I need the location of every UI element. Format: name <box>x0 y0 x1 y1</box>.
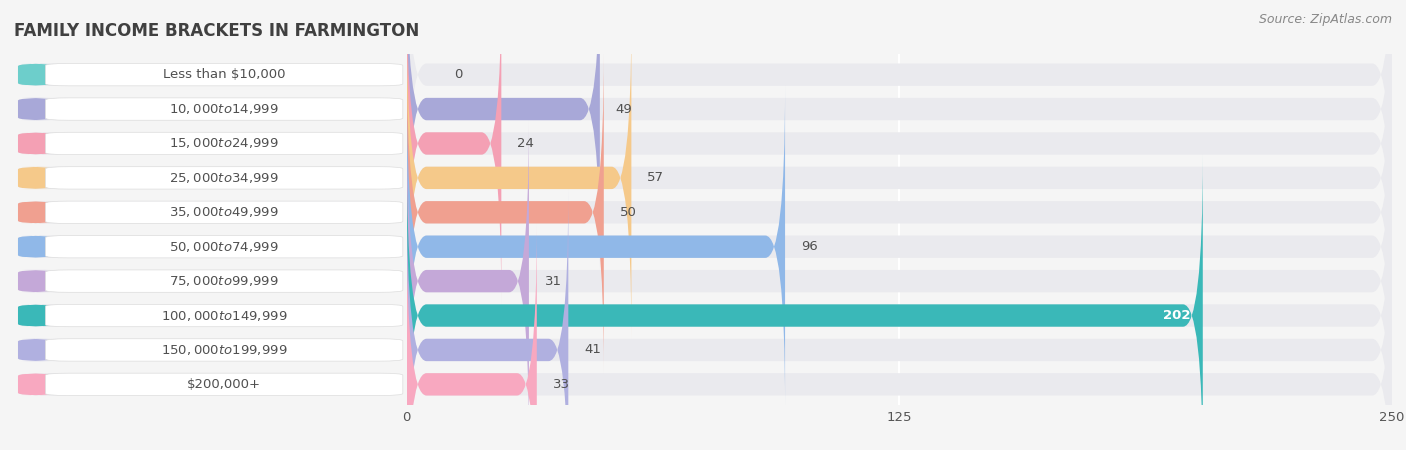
Text: 24: 24 <box>517 137 534 150</box>
FancyBboxPatch shape <box>18 270 404 292</box>
Text: Less than $10,000: Less than $10,000 <box>163 68 285 81</box>
FancyBboxPatch shape <box>18 166 53 189</box>
FancyBboxPatch shape <box>18 201 53 224</box>
FancyBboxPatch shape <box>406 0 1392 304</box>
Text: $35,000 to $49,999: $35,000 to $49,999 <box>169 205 278 219</box>
Text: $150,000 to $199,999: $150,000 to $199,999 <box>160 343 287 357</box>
Text: $50,000 to $74,999: $50,000 to $74,999 <box>169 240 278 254</box>
FancyBboxPatch shape <box>18 98 404 120</box>
FancyBboxPatch shape <box>18 304 404 327</box>
FancyBboxPatch shape <box>18 304 53 327</box>
FancyBboxPatch shape <box>18 235 53 258</box>
FancyBboxPatch shape <box>406 189 1392 450</box>
FancyBboxPatch shape <box>406 86 1392 408</box>
FancyBboxPatch shape <box>406 120 1392 442</box>
FancyBboxPatch shape <box>406 155 1202 450</box>
Text: 202: 202 <box>1163 309 1191 322</box>
FancyBboxPatch shape <box>45 166 404 189</box>
FancyBboxPatch shape <box>18 201 404 224</box>
FancyBboxPatch shape <box>18 166 404 189</box>
Text: 50: 50 <box>620 206 637 219</box>
FancyBboxPatch shape <box>18 63 404 86</box>
Text: 0: 0 <box>454 68 463 81</box>
FancyBboxPatch shape <box>18 373 53 396</box>
FancyBboxPatch shape <box>45 235 404 258</box>
FancyBboxPatch shape <box>45 63 404 86</box>
FancyBboxPatch shape <box>406 51 603 373</box>
FancyBboxPatch shape <box>18 339 53 361</box>
FancyBboxPatch shape <box>406 155 1392 450</box>
FancyBboxPatch shape <box>18 373 404 396</box>
Text: 33: 33 <box>553 378 569 391</box>
FancyBboxPatch shape <box>45 304 404 327</box>
Text: Source: ZipAtlas.com: Source: ZipAtlas.com <box>1258 14 1392 27</box>
FancyBboxPatch shape <box>406 0 1392 235</box>
Text: 31: 31 <box>544 274 561 288</box>
FancyBboxPatch shape <box>45 98 404 120</box>
FancyBboxPatch shape <box>18 63 53 86</box>
FancyBboxPatch shape <box>406 0 1392 270</box>
Text: $75,000 to $99,999: $75,000 to $99,999 <box>169 274 278 288</box>
FancyBboxPatch shape <box>406 51 1392 373</box>
FancyBboxPatch shape <box>45 339 404 361</box>
FancyBboxPatch shape <box>45 270 404 292</box>
FancyBboxPatch shape <box>45 373 404 396</box>
Text: 49: 49 <box>616 103 633 116</box>
Text: FAMILY INCOME BRACKETS IN FARMINGTON: FAMILY INCOME BRACKETS IN FARMINGTON <box>14 22 419 40</box>
FancyBboxPatch shape <box>406 0 600 270</box>
Text: $25,000 to $34,999: $25,000 to $34,999 <box>169 171 278 185</box>
Text: $200,000+: $200,000+ <box>187 378 262 391</box>
Text: $10,000 to $14,999: $10,000 to $14,999 <box>169 102 278 116</box>
Text: 57: 57 <box>647 171 664 184</box>
Text: 41: 41 <box>583 343 600 356</box>
Text: $15,000 to $24,999: $15,000 to $24,999 <box>169 136 278 150</box>
FancyBboxPatch shape <box>406 224 537 450</box>
FancyBboxPatch shape <box>18 235 404 258</box>
FancyBboxPatch shape <box>18 270 53 292</box>
FancyBboxPatch shape <box>45 201 404 224</box>
FancyBboxPatch shape <box>406 189 568 450</box>
FancyBboxPatch shape <box>45 132 404 155</box>
FancyBboxPatch shape <box>406 0 502 304</box>
FancyBboxPatch shape <box>18 132 53 155</box>
FancyBboxPatch shape <box>18 98 53 120</box>
Text: 96: 96 <box>801 240 817 253</box>
FancyBboxPatch shape <box>18 132 404 155</box>
FancyBboxPatch shape <box>406 86 785 408</box>
FancyBboxPatch shape <box>18 339 404 361</box>
FancyBboxPatch shape <box>406 17 631 339</box>
FancyBboxPatch shape <box>406 224 1392 450</box>
FancyBboxPatch shape <box>406 17 1392 339</box>
FancyBboxPatch shape <box>406 120 529 442</box>
Text: $100,000 to $149,999: $100,000 to $149,999 <box>160 309 287 323</box>
